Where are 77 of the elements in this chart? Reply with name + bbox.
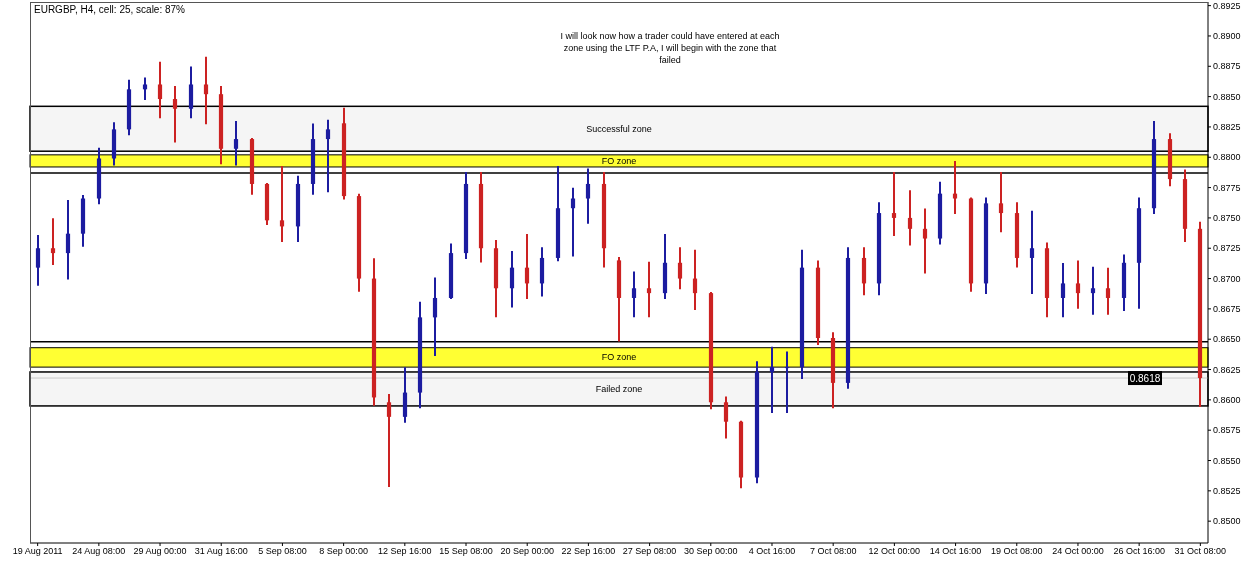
x-tick-label: 19 Oct 08:00 <box>990 546 1043 557</box>
candlestick <box>677 247 683 290</box>
x-tick-label: 14 Oct 16:00 <box>929 546 982 557</box>
y-tick-label: 0.8775 <box>1213 182 1241 193</box>
band-label: Failed zone <box>595 383 643 394</box>
band-label: FO zone <box>601 352 637 363</box>
y-tick-label: 0.8575 <box>1213 425 1241 436</box>
y-tick-label: 0.8875 <box>1213 61 1241 72</box>
x-tick-label: 30 Sep 00:00 <box>684 546 738 557</box>
x-tick-label: 15 Sep 08:00 <box>439 546 493 557</box>
x-tick-label: 26 Oct 16:00 <box>1113 546 1165 557</box>
x-tick-label: 31 Aug 16:00 <box>194 546 248 557</box>
x-tick-label: 19 Aug 2011 <box>12 546 63 557</box>
y-tick-label: 0.8525 <box>1213 486 1241 497</box>
band-label: FO zone <box>601 155 637 166</box>
ref-line-label: 0.8618 <box>1129 373 1161 385</box>
y-tick-label: 0.8850 <box>1213 91 1241 102</box>
x-tick-label: 24 Aug 08:00 <box>72 546 126 557</box>
candlestick <box>203 56 209 125</box>
candlestick <box>952 161 958 215</box>
candlestick <box>1075 260 1081 309</box>
y-tick-label: 0.8500 <box>1213 516 1241 527</box>
candlestick <box>279 165 285 242</box>
candlestick <box>692 249 698 310</box>
y-tick-label: 0.8800 <box>1213 152 1241 163</box>
y-tick-label: 0.8700 <box>1213 273 1241 284</box>
y-tick-label: 0.8600 <box>1213 395 1241 406</box>
candlestick <box>325 119 331 193</box>
y-tick-label: 0.8825 <box>1213 122 1241 133</box>
candlestick <box>1090 266 1096 315</box>
candlestick <box>233 121 239 166</box>
x-tick-label: 12 Oct 00:00 <box>868 546 921 557</box>
chart-title: EURGBP, H4, cell: 25, scale: 87% <box>34 4 185 15</box>
band-label: Successful zone <box>586 123 652 134</box>
candlestick <box>509 250 515 308</box>
y-tick-label: 0.8550 <box>1213 455 1241 466</box>
candlestick <box>646 261 652 318</box>
x-tick-label: 31 Oct 08:00 <box>1174 546 1227 557</box>
x-tick-label: 29 Aug 00:00 <box>133 546 187 557</box>
x-tick-label: 12 Sep 16:00 <box>378 546 432 557</box>
candlestick <box>631 271 637 318</box>
candlestick <box>723 396 729 439</box>
candlestick <box>524 233 530 299</box>
candlestick <box>432 277 438 356</box>
candlestick <box>50 218 56 266</box>
x-tick-label: 22 Sep 16:00 <box>561 546 616 557</box>
x-tick-label: 4 Oct 16:00 <box>748 546 796 557</box>
candlestick <box>922 208 928 274</box>
candlestick <box>769 346 775 413</box>
candlestick <box>907 190 913 246</box>
candlestick <box>1060 263 1066 318</box>
x-tick-label: 24 Oct 00:00 <box>1052 546 1104 557</box>
candlestick <box>386 394 392 487</box>
y-tick-label: 0.8900 <box>1213 31 1241 42</box>
y-tick-label: 0.8650 <box>1213 334 1241 345</box>
y-tick-label: 0.8675 <box>1213 304 1241 315</box>
candlestick <box>157 61 163 119</box>
x-tick-label: 8 Sep 00:00 <box>319 546 368 557</box>
x-tick-label: 5 Sep 08:00 <box>258 546 307 557</box>
candlestick <box>891 172 897 236</box>
candlestick <box>1029 210 1035 295</box>
candlestick <box>172 85 178 143</box>
candlestick <box>142 77 148 101</box>
x-tick-label: 7 Oct 08:00 <box>809 546 857 557</box>
annotation: I will look now how a trader could have entered at each zone using the LTF P.A, I will begin with the zone that failed <box>560 30 780 66</box>
candlestick <box>1105 267 1111 315</box>
candlestick <box>65 199 71 280</box>
y-tick-label: 0.8750 <box>1213 213 1241 224</box>
candlestick <box>998 172 1004 233</box>
x-tick-label: 27 Sep 08:00 <box>622 546 677 557</box>
candlestick <box>784 351 790 413</box>
candlestick <box>585 168 591 224</box>
y-tick-label: 0.8925 <box>1213 0 1241 11</box>
candlestick <box>35 235 41 286</box>
y-tick-label: 0.8625 <box>1213 364 1241 375</box>
y-tick-label: 0.8725 <box>1213 243 1241 254</box>
x-tick-label: 20 Sep 00:00 <box>500 546 554 557</box>
